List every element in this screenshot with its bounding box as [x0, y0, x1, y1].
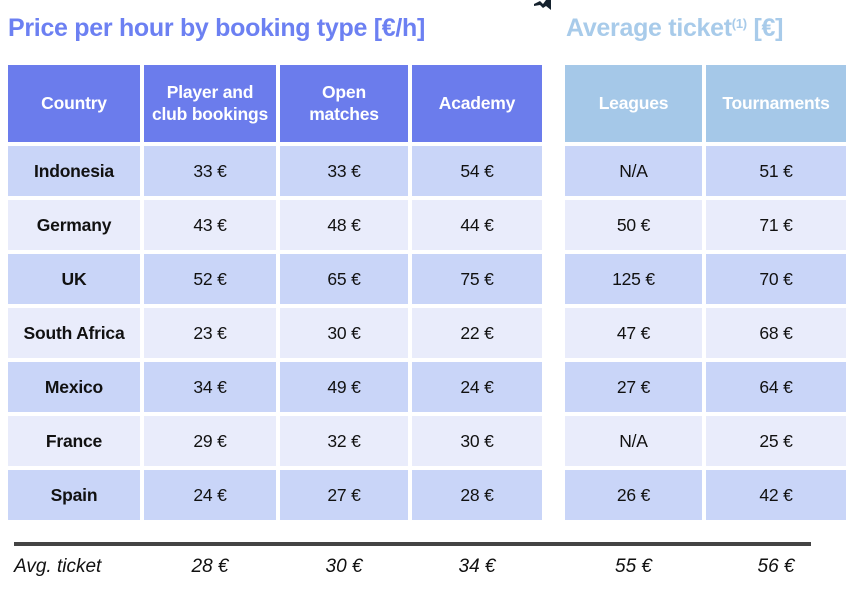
- value-cell: N/A: [565, 416, 702, 466]
- value-cell: 22 €: [412, 308, 542, 358]
- value-cell: 51 €: [706, 146, 846, 196]
- value-cell: 24 €: [144, 470, 276, 520]
- column-header-player-club-bookings: Player and club bookings: [144, 65, 276, 142]
- value-cell: 49 €: [280, 362, 408, 412]
- value-cell: 71 €: [706, 200, 846, 250]
- value-cell: 27 €: [565, 362, 702, 412]
- value-cell: 48 €: [280, 200, 408, 250]
- value-cell: 47 €: [565, 308, 702, 358]
- value-cell: 64 €: [706, 362, 846, 412]
- footnote-marker: (1): [731, 16, 747, 31]
- country-cell: UK: [8, 254, 140, 304]
- value-cell: 33 €: [144, 146, 276, 196]
- value-cell: 65 €: [280, 254, 408, 304]
- value-cell: 43 €: [144, 200, 276, 250]
- cursor-icon: [534, 0, 551, 10]
- value-cell: 68 €: [706, 308, 846, 358]
- value-cell: 29 €: [144, 416, 276, 466]
- avg-value-leagues: 55 €: [615, 556, 652, 577]
- avg-ticket-row-right: 55 € 56 €: [565, 556, 846, 578]
- avg-ticket-title: Average ticket(1) [€]: [566, 14, 783, 43]
- value-cell: 30 €: [280, 308, 408, 358]
- value-cell: 26 €: [565, 470, 702, 520]
- value-cell: 30 €: [412, 416, 542, 466]
- value-cell: 52 €: [144, 254, 276, 304]
- avg-value-academy: 34 €: [458, 556, 496, 577]
- column-header-leagues: Leagues: [565, 65, 702, 142]
- column-header-country: Country: [8, 65, 140, 142]
- country-cell: Spain: [8, 470, 140, 520]
- value-cell: 24 €: [412, 362, 542, 412]
- column-header-academy: Academy: [412, 65, 542, 142]
- avg-value-open-matches: 30 €: [325, 556, 363, 577]
- value-cell: 28 €: [412, 470, 542, 520]
- column-header-open-matches: Open matches: [280, 65, 408, 142]
- avg-ticket-table: Leagues Tournaments N/A 51 € 50 € 71 € 1…: [565, 65, 846, 520]
- avg-ticket-label: Avg. ticket: [14, 556, 102, 577]
- price-table: Country Player and club bookings Open ma…: [8, 65, 542, 520]
- column-header-tournaments: Tournaments: [706, 65, 846, 142]
- price-table-title: Price per hour by booking type [€/h]: [8, 14, 426, 42]
- avg-ticket-row-left: Avg. ticket 28 € 30 € 34 €: [8, 556, 542, 578]
- value-cell: 42 €: [706, 470, 846, 520]
- value-cell: N/A: [565, 146, 702, 196]
- value-cell: 125 €: [565, 254, 702, 304]
- country-cell: South Africa: [8, 308, 140, 358]
- avg-ticket-title-unit: [€]: [746, 14, 784, 42]
- value-cell: 54 €: [412, 146, 542, 196]
- value-cell: 23 €: [144, 308, 276, 358]
- value-cell: 27 €: [280, 470, 408, 520]
- avg-ticket-title-text: Average ticket: [566, 14, 732, 42]
- value-cell: 32 €: [280, 416, 408, 466]
- country-cell: Indonesia: [8, 146, 140, 196]
- value-cell: 25 €: [706, 416, 846, 466]
- value-cell: 44 €: [412, 200, 542, 250]
- value-cell: 50 €: [565, 200, 702, 250]
- avg-value-tournaments: 56 €: [757, 556, 795, 577]
- country-cell: France: [8, 416, 140, 466]
- value-cell: 34 €: [144, 362, 276, 412]
- country-cell: Mexico: [8, 362, 140, 412]
- value-cell: 33 €: [280, 146, 408, 196]
- value-cell: 75 €: [412, 254, 542, 304]
- value-cell: 70 €: [706, 254, 846, 304]
- country-cell: Germany: [8, 200, 140, 250]
- avg-value-player-club: 28 €: [191, 556, 229, 577]
- divider-double-line: [14, 542, 811, 546]
